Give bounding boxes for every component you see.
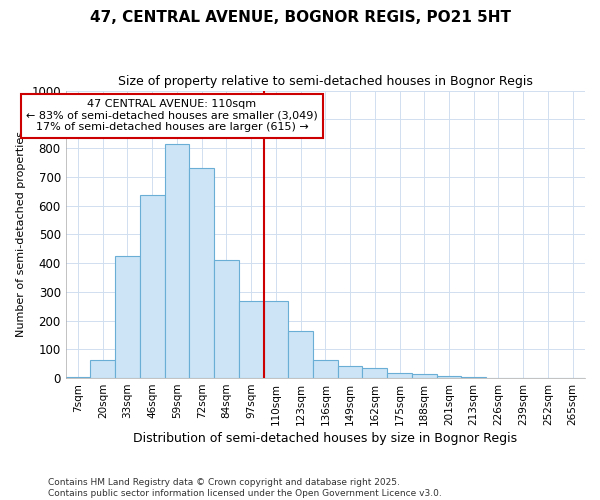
Bar (239, 301, 263, 378)
Bar (362, 368, 387, 378)
Bar (412, 374, 437, 378)
Text: 47 CENTRAL AVENUE: 110sqm
← 83% of semi-detached houses are smaller (3,049)
17% : 47 CENTRAL AVENUE: 110sqm ← 83% of semi-… (26, 99, 318, 132)
Bar (115, 256, 140, 378)
Bar (461, 377, 486, 378)
Bar (164, 144, 190, 378)
Text: Contains HM Land Registry data © Crown copyright and database right 2025.
Contai: Contains HM Land Registry data © Crown c… (48, 478, 442, 498)
Title: Size of property relative to semi-detached houses in Bognor Regis: Size of property relative to semi-detach… (118, 75, 533, 88)
Bar (140, 196, 164, 378)
Bar (214, 260, 239, 378)
Bar (338, 366, 362, 378)
Bar (313, 360, 338, 378)
Y-axis label: Number of semi-detached properties: Number of semi-detached properties (16, 132, 26, 338)
Bar (263, 301, 288, 378)
X-axis label: Distribution of semi-detached houses by size in Bognor Regis: Distribution of semi-detached houses by … (133, 432, 517, 445)
Bar (190, 168, 214, 378)
Bar (91, 360, 115, 378)
Bar (288, 330, 313, 378)
Bar (65, 376, 91, 378)
Text: 47, CENTRAL AVENUE, BOGNOR REGIS, PO21 5HT: 47, CENTRAL AVENUE, BOGNOR REGIS, PO21 5… (89, 10, 511, 25)
Bar (387, 373, 412, 378)
Bar (437, 376, 461, 378)
